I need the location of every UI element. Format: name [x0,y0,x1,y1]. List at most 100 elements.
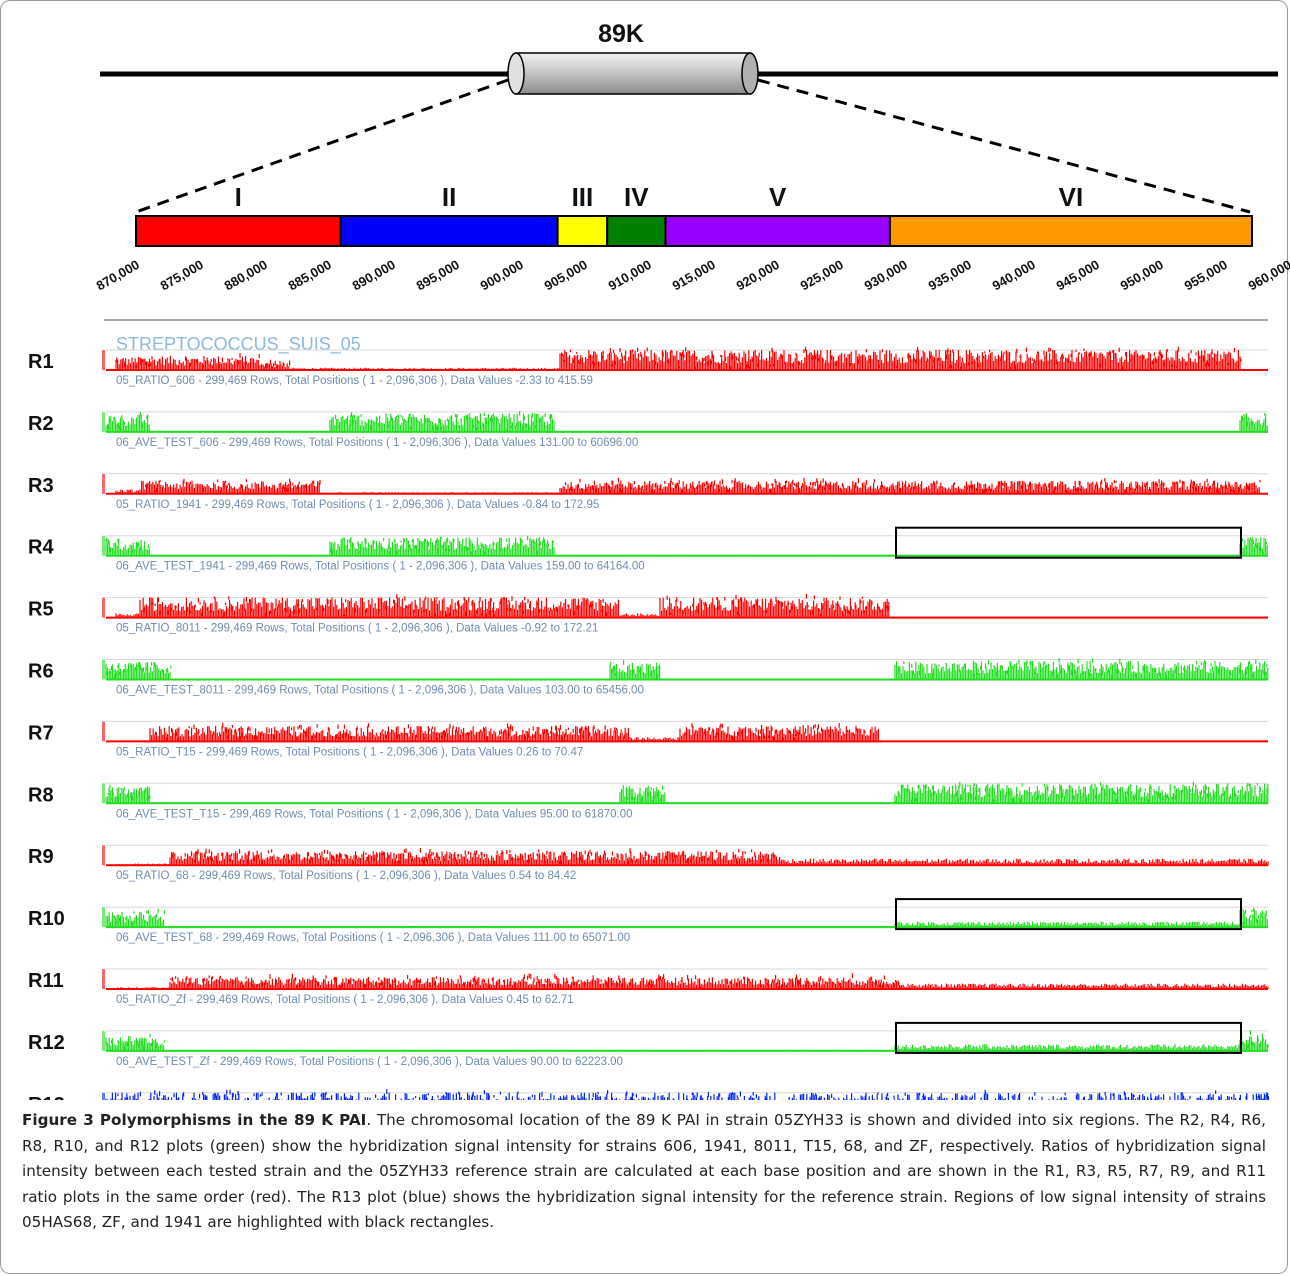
track-title: STREPTOCOCCUS_SUIS_05 [116,334,361,355]
track-caption: 05_RATIO_68 - 299,469 Rows, Total Positi… [116,870,576,882]
zoom-line-left [135,78,509,214]
pai-label: 89K [598,20,644,48]
axis-tick-label: 925,000 [798,257,846,293]
figure-graphic: 89K I II III IV V VI 870,000 875,000 880,000 885… [28,20,1290,1100]
track-row-label: R5 [28,599,54,621]
zoom-line-right [757,78,1251,214]
track-signal [115,477,1261,494]
track-caption: 06_AVE_TEST_606 - 299,469 Rows, Total Po… [116,437,638,449]
region-label-1: I [235,182,242,212]
caption-text: . The chromosomal location of the 89 K P… [22,1111,1266,1231]
track-row-label: R11 [28,970,64,992]
axis-tick-label: 940,000 [990,257,1038,293]
track-caption: 05_RATIO_T15 - 299,469 Rows, Total Posit… [116,746,583,758]
region-segment-5 [664,215,891,247]
track-signal [105,658,1269,680]
track-r1: R1 05_RATIO_606 - 299,469 Rows, Total Pos… [28,346,1268,387]
track-scale-marker [102,411,105,432]
axis-tick-label: 905,000 [542,257,590,293]
track-signal [115,847,1269,866]
axis-tick-label: 870,000 [94,257,142,293]
track-r12: R12 06_AVE_TEST_Zf - 299,469 Rows, Total … [28,1021,1269,1068]
track-row-label: R10 [28,908,65,930]
axis-tick-label: 910,000 [606,257,654,293]
region-segment-3 [556,215,609,247]
region-segment-1 [135,215,342,247]
region-label-3: III [572,182,594,212]
axis-tick-label: 920,000 [734,257,782,293]
figure-caption: Figure 3 Polymorphisms in the 89 K PAI. … [22,1108,1266,1236]
axis-tick-label: 935,000 [926,257,974,293]
track-caption: 05_RATIO_8011 - 299,469 Rows, Total Posi… [116,623,598,635]
track-caption: 06_AVE_TEST_68 - 299,469 Rows, Total Pos… [116,932,630,944]
track-r8: R8 06_AVE_TEST_T15 - 299,469 Rows, Total … [28,781,1269,820]
track-signal [105,908,1268,928]
track-row-label: R12 [28,1032,65,1054]
track-row-label: R13 [28,1094,65,1100]
pai-cylinder [507,52,759,95]
track-row-label: R2 [28,413,54,435]
track-list: R1 05_RATIO_606 - 299,469 Rows, Total Pos… [28,346,1269,1100]
axis-tick-label: 885,000 [286,257,334,293]
track-r10: R10 06_AVE_TEST_68 - 299,469 Rows, Total … [28,898,1268,944]
track-signal [115,973,1269,989]
axis-tick-label: 915,000 [670,257,718,293]
track-r11: R11 05_RATIO_Zf - 299,469 Rows, Total Pos… [28,968,1269,1006]
position-axis: 870,000 875,000 880,000 885,000 890,000 895,0… [94,257,1290,321]
track-signal [115,722,1268,742]
region-segment-4 [606,215,667,247]
highlight-rectangle [895,898,1242,931]
track-row-label: R1 [28,351,54,373]
track-row-label: R7 [28,722,54,744]
region-label-4: IV [624,182,649,212]
axis-tick-label: 945,000 [1054,257,1102,293]
track-scale-marker [102,969,105,989]
track-r5: R5 05_RATIO_8011 - 299,469 Rows, Total Po… [28,593,1269,635]
track-row-label: R6 [28,661,54,683]
track-signal [105,781,1269,804]
track-row-label: R4 [28,537,54,559]
caption-label: Figure 3 Polymorphisms in the 89 K PAI [22,1111,367,1129]
track-r4: R4 06_AVE_TEST_1941 - 299,469 Rows, Total… [28,526,1268,573]
track-caption: 05_RATIO_1941 - 299,469 Rows, Total Posi… [116,499,599,511]
region-label-5: V [769,182,787,212]
axis-tick-label: 930,000 [862,257,910,293]
track-scale-marker [102,1030,105,1051]
track-scale-marker [102,350,105,370]
track-caption: 06_AVE_TEST_8011 - 299,469 Rows, Total P… [116,685,644,697]
region-bar: I II III IV V VI [135,182,1253,247]
track-caption: 05_RATIO_606 - 299,469 Rows, Total Posit… [116,375,593,387]
region-label-2: II [442,182,456,212]
track-signal [105,1030,1269,1051]
track-caption: 05_RATIO_Zf - 299,469 Rows, Total Positi… [116,994,574,1006]
track-scale-marker [102,659,105,680]
track-caption: 06_AVE_TEST_Zf - 299,469 Rows, Total Pos… [116,1056,623,1068]
track-signal [105,411,1268,432]
track-row-label: R8 [28,784,54,806]
axis-tick-label: 875,000 [158,257,206,293]
axis-tick-label: 950,000 [1118,257,1166,293]
track-caption: 06_AVE_TEST_T15 - 299,469 Rows, Total Po… [116,808,633,820]
axis-tick-label: 895,000 [414,257,462,293]
region-segment-6 [888,215,1253,247]
track-r2: R2 06_AVE_TEST_606 - 299,469 Rows, Total … [28,411,1268,449]
axis-tick-label: 960,000 [1246,257,1290,293]
track-scale-marker [102,473,105,494]
axis-tick-label: 880,000 [222,257,270,293]
track-signal [105,535,1268,556]
axis-tick-label: 890,000 [350,257,398,293]
region-segment-2 [339,215,559,247]
track-r9: R9 05_RATIO_68 - 299,469 Rows, Total Posi… [28,844,1269,882]
track-row-label: R3 [28,475,54,497]
track-signal [105,1089,1269,1100]
track-caption: 06_AVE_TEST_1941 - 299,469 Rows, Total P… [116,561,645,573]
track-r13: R1307_AVE_REF - 299,469 Rows, Total Posi… [28,1089,1269,1100]
track-scale-marker [102,597,105,618]
highlight-rectangle [895,1021,1242,1054]
track-r6: R6 06_AVE_TEST_8011 - 299,469 Rows, Total… [28,658,1269,697]
track-scale-marker [102,721,105,742]
track-scale-marker [102,783,105,804]
track-scale-marker [102,1092,105,1100]
track-row-label: R9 [28,846,54,868]
